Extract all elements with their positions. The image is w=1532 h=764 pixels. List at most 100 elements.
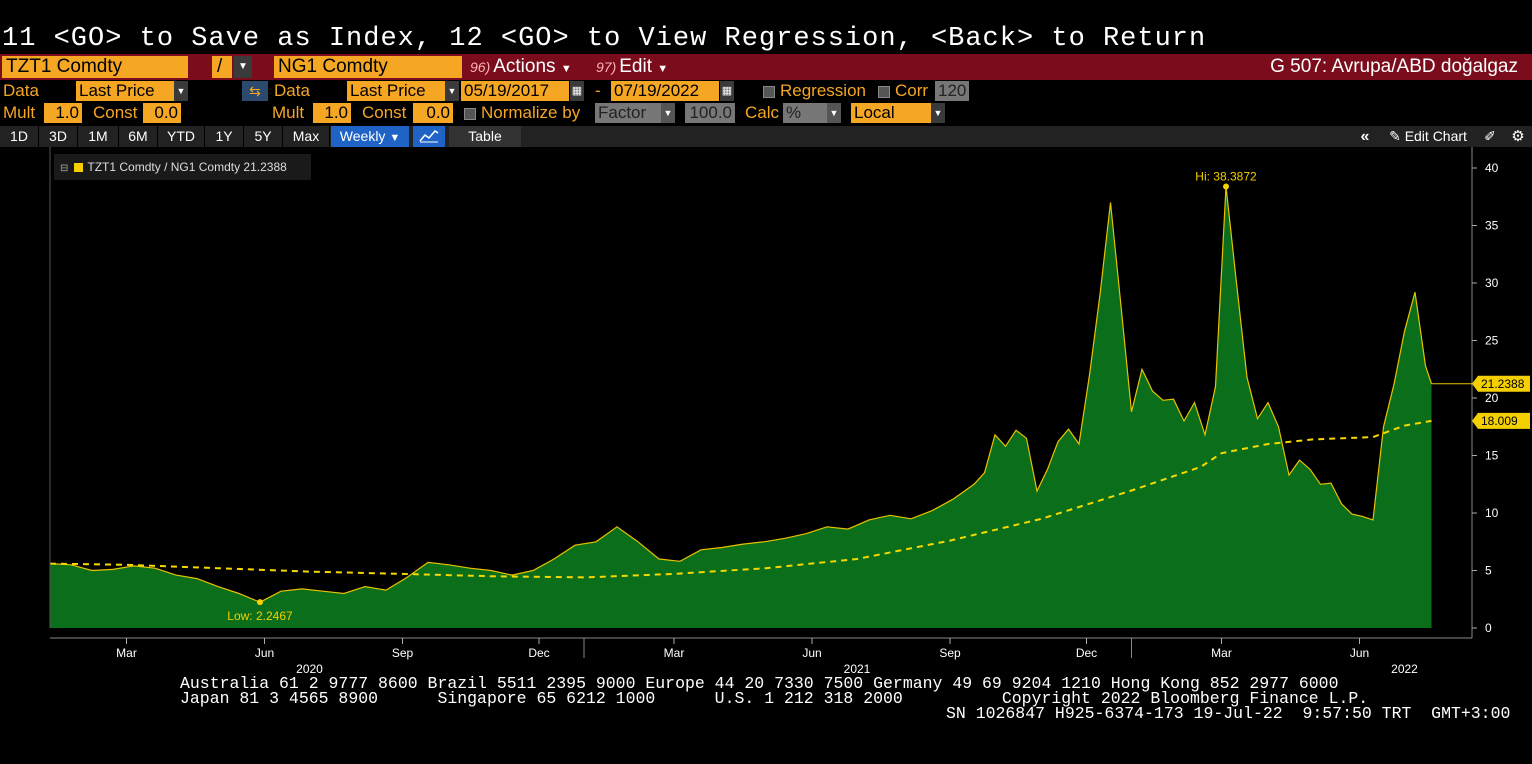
- settings-gear-icon[interactable]: ⚙: [1511, 128, 1525, 145]
- end-calendar-icon[interactable]: ▦: [720, 81, 734, 101]
- tab-6m[interactable]: 6M: [119, 126, 158, 147]
- y-tick-label: 20: [1485, 391, 1499, 405]
- annotate-icon[interactable]: ✐: [1484, 128, 1496, 144]
- y-tick-label: 25: [1485, 334, 1499, 348]
- normalize-label: Normalize by: [481, 103, 581, 122]
- ma-last-value-tag-bg: [1472, 412, 1530, 429]
- y-tick-label: 35: [1485, 219, 1499, 233]
- normalize-checkbox[interactable]: [464, 108, 476, 120]
- start-date-field[interactable]: 05/19/2017: [461, 81, 569, 101]
- tab-5y[interactable]: 5Y: [244, 126, 283, 147]
- data-field-2[interactable]: Last Price: [347, 81, 447, 101]
- end-date-field[interactable]: 07/19/2022: [611, 81, 719, 101]
- x-tick-label: Mar: [116, 646, 137, 660]
- corr-field[interactable]: 120: [935, 81, 969, 101]
- regression-label: Regression: [780, 81, 866, 100]
- x-tick-label: Jun: [802, 646, 821, 660]
- x-tick-label: Jun: [255, 646, 274, 660]
- data-field-1[interactable]: Last Price: [76, 81, 176, 101]
- function-title: G 507: Avrupa/ABD doğalgaz: [1270, 56, 1518, 77]
- factor-number-field[interactable]: 100.0: [685, 103, 735, 123]
- calc-dropdown-icon[interactable]: ▼: [827, 103, 841, 123]
- legend-expand-icon[interactable]: ⊟: [60, 163, 69, 174]
- calc-field[interactable]: %: [783, 103, 827, 123]
- low-label: Low: 2.2467: [227, 609, 293, 623]
- operator-dropdown-icon[interactable]: ▼: [234, 56, 252, 78]
- factor-dropdown-icon[interactable]: ▼: [661, 103, 675, 123]
- data-row: Data Last Price ▼ ⇆ Data Last Price ▼ 05…: [0, 80, 1532, 102]
- edit-menu[interactable]: 97) Edit ▼: [596, 56, 668, 78]
- factor-field[interactable]: Factor: [595, 103, 661, 123]
- tab-3d[interactable]: 3D: [39, 126, 78, 147]
- y-tick-label: 40: [1485, 161, 1499, 175]
- edit-number: 97): [596, 59, 617, 75]
- swap-icon[interactable]: ⇆: [242, 81, 268, 101]
- security1-input[interactable]: TZT1 Comdty: [2, 56, 188, 78]
- line-chart-icon[interactable]: [413, 126, 445, 147]
- x-tick-label: Dec: [528, 646, 549, 660]
- x-tick-label: Sep: [392, 646, 414, 660]
- weekly-caret-icon: ▼: [389, 132, 401, 144]
- data-label-2: Data: [274, 81, 310, 100]
- data-dropdown-1-icon[interactable]: ▼: [174, 81, 188, 101]
- x-tick-label: Jun: [1350, 646, 1369, 660]
- actions-label: Actions: [493, 56, 556, 77]
- local-field[interactable]: Local: [851, 103, 931, 123]
- tab-1m[interactable]: 1M: [78, 126, 119, 147]
- local-dropdown-icon[interactable]: ▼: [931, 103, 945, 123]
- security2-input[interactable]: NG1 Comdty: [274, 56, 462, 78]
- corr-checkbox[interactable]: [878, 86, 890, 98]
- actions-menu[interactable]: 96) Actions ▼: [470, 56, 572, 78]
- y-tick-label: 30: [1485, 276, 1499, 290]
- footer-line-2: Japan 81 3 4565 8900 Singapore 65 6212 1…: [180, 689, 1369, 708]
- footer-line-1: Australia 61 2 9777 8600 Brazil 5511 239…: [180, 674, 1339, 693]
- y-tick-label: 15: [1485, 449, 1499, 463]
- chart-area[interactable]: 0 5 10 15 20 25 30 35 40 Mar Jun Sep Dec Mar Jun Sep Dec…: [0, 147, 1532, 675]
- ratio-area: [50, 186, 1432, 628]
- edit-caret-icon: ▼: [657, 63, 669, 75]
- edit-chart-label: Edit Chart: [1404, 128, 1467, 144]
- data-label-1: Data: [3, 81, 39, 100]
- legend-swatch: [74, 163, 84, 172]
- collapse-icon[interactable]: «: [1360, 128, 1370, 145]
- ma-last-value-tag: 18.009: [1481, 414, 1518, 428]
- axes-layer: 0 5 10 15 20 25 30 35 40 Mar Jun Sep Dec Mar Jun Sep Dec…: [49, 147, 1499, 675]
- period-tabbar: 1D 3D 1M 6M YTD 1Y 5Y Max Weekly ▼ Table…: [0, 126, 1532, 147]
- footer: Australia 61 2 9777 8600 Brazil 5511 239…: [0, 674, 1532, 736]
- security-toolbar: TZT1 Comdty / ▼ NG1 Comdty 96) Actions ▼ …: [0, 54, 1532, 80]
- y-tick-label: 0: [1485, 621, 1492, 635]
- mult-field-2[interactable]: 1.0: [313, 103, 351, 123]
- x-year-label: 2021: [844, 662, 871, 675]
- high-label: Hi: 38.3872: [1195, 170, 1257, 184]
- mult-label-1: Mult: [3, 103, 36, 122]
- const-field-2[interactable]: 0.0: [413, 103, 453, 123]
- tab-max[interactable]: Max: [283, 126, 330, 147]
- last-value-tag: 21.2388: [1481, 377, 1525, 391]
- regression-checkbox[interactable]: [763, 86, 775, 98]
- table-button[interactable]: Table: [449, 126, 521, 147]
- mult-field-1[interactable]: 1.0: [44, 103, 82, 123]
- chart-legend[interactable]: ⊟ TZT1 Comdty / NG1 Comdty 21.2388: [54, 154, 311, 180]
- data-dropdown-2-icon[interactable]: ▼: [445, 81, 459, 101]
- actions-number: 96): [470, 59, 491, 75]
- tab-ytd[interactable]: YTD: [158, 126, 205, 147]
- edit-chart-button[interactable]: ✎ Edit Chart: [1381, 126, 1475, 147]
- pencil-icon: ✎: [1389, 128, 1401, 144]
- const-label-2: Const: [362, 103, 407, 122]
- tab-1y[interactable]: 1Y: [205, 126, 244, 147]
- start-calendar-icon[interactable]: ▦: [570, 81, 584, 101]
- ratio-line: [49, 186, 1433, 603]
- x-tick-label: Sep: [939, 646, 961, 660]
- weekly-dropdown[interactable]: Weekly ▼: [331, 126, 409, 147]
- x-tick-label: Mar: [664, 646, 685, 660]
- y-tick-label: 10: [1485, 506, 1499, 520]
- const-label-1: Const: [93, 103, 138, 122]
- x-tick-label: Mar: [1211, 646, 1232, 660]
- const-field-1[interactable]: 0.0: [143, 103, 181, 123]
- operator-input[interactable]: /: [212, 56, 232, 78]
- actions-caret-icon: ▼: [560, 63, 572, 75]
- weekly-label: Weekly: [339, 128, 386, 144]
- mult-label-2: Mult: [272, 103, 305, 122]
- tab-1d[interactable]: 1D: [0, 126, 39, 147]
- y-tick-label: 5: [1485, 564, 1492, 578]
